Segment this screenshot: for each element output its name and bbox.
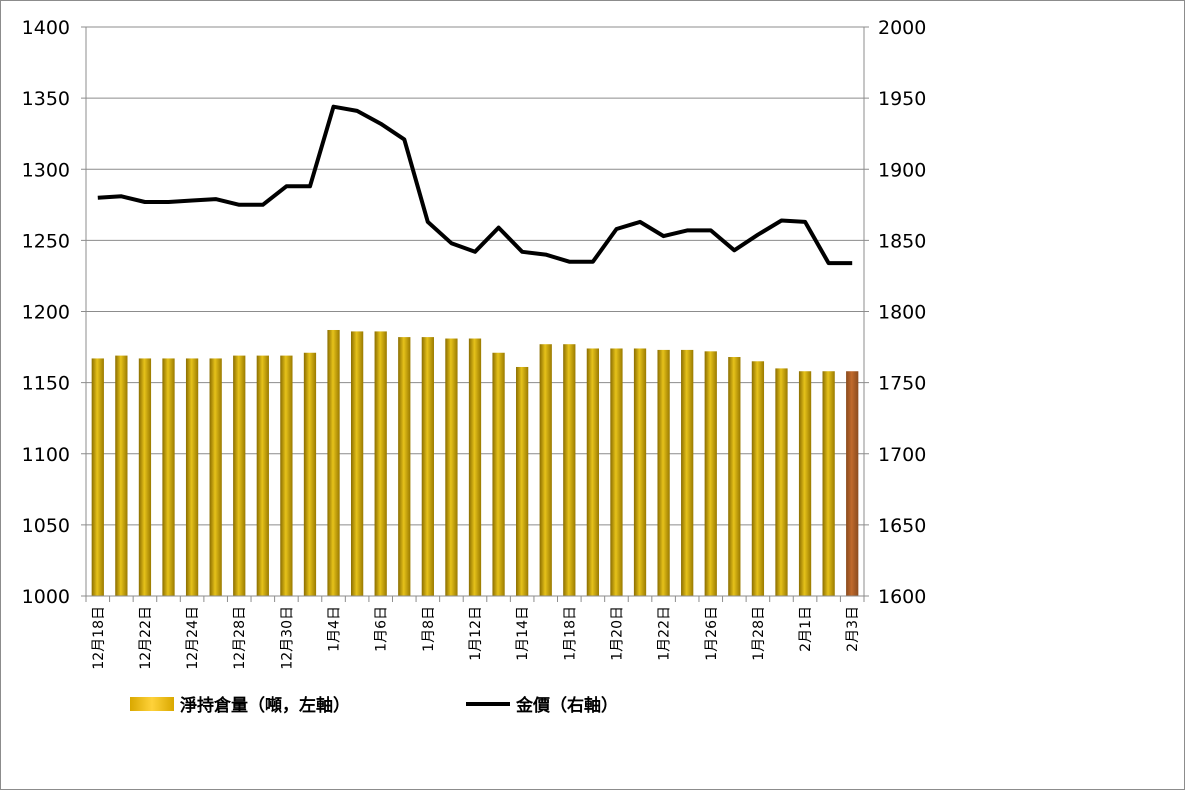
gold-price-line bbox=[97, 104, 853, 266]
bar bbox=[468, 338, 482, 596]
y-left-tick-label: 1400 bbox=[22, 17, 70, 39]
bar bbox=[256, 355, 269, 596]
bar bbox=[681, 349, 694, 596]
legend-bar-label: 淨持倉量（噸，左軸） bbox=[180, 695, 350, 716]
y-right-tick-label: 1700 bbox=[878, 444, 926, 466]
bar bbox=[280, 355, 293, 596]
bar bbox=[775, 368, 788, 596]
bar bbox=[704, 351, 717, 596]
y-right-tick-label: 2000 bbox=[878, 17, 926, 39]
x-tick-label: 12月28日 bbox=[232, 606, 248, 670]
axes bbox=[81, 26, 869, 602]
y-left-tick-label: 1100 bbox=[22, 444, 70, 466]
bar bbox=[610, 348, 623, 596]
y-right-tick-label: 1750 bbox=[878, 373, 926, 395]
bar bbox=[728, 357, 741, 596]
legend-line-label: 金價（右軸） bbox=[515, 695, 618, 716]
bar bbox=[798, 371, 812, 596]
y-right-tick-label: 1850 bbox=[878, 230, 926, 252]
x-ticks: 12月18日 12月22日 12月24日 12月28日 12月30日 1月4日 1月6日 1月… bbox=[91, 606, 861, 670]
x-tick-label: 1月8日 bbox=[421, 606, 437, 652]
bar bbox=[586, 348, 600, 596]
x-tick-label: 1月20日 bbox=[610, 606, 626, 661]
bar bbox=[162, 358, 175, 596]
bar-series bbox=[91, 329, 859, 596]
bar bbox=[445, 338, 458, 596]
bar bbox=[374, 331, 387, 596]
bar bbox=[657, 349, 670, 596]
y-left-tick-label: 1050 bbox=[22, 515, 70, 537]
y-left-tick-label: 1250 bbox=[22, 230, 70, 252]
x-tick-label: 2月3日 bbox=[845, 606, 861, 652]
bar bbox=[822, 371, 835, 596]
y-right-tick-label: 1600 bbox=[878, 586, 926, 608]
x-tick-label: 1月12日 bbox=[468, 606, 484, 661]
bar bbox=[327, 329, 340, 596]
x-tick-label: 12月24日 bbox=[185, 606, 201, 670]
y-left-tick-label: 1300 bbox=[22, 159, 70, 181]
x-tick-label: 2月1日 bbox=[798, 606, 814, 652]
y-left-tick-label: 1350 bbox=[22, 88, 70, 110]
bar bbox=[563, 344, 576, 596]
y-left-tick-label: 1000 bbox=[22, 586, 70, 608]
bar bbox=[185, 358, 199, 596]
bar bbox=[516, 366, 529, 596]
bar bbox=[633, 348, 647, 596]
x-tick-label: 12月18日 bbox=[91, 606, 107, 670]
y-right-tick-label: 1650 bbox=[878, 515, 926, 537]
y-left-ticks: 1000 1050 1100 1150 1200 1250 1300 1350 1400 bbox=[22, 17, 70, 608]
y-right-tick-label: 1950 bbox=[878, 88, 926, 110]
y-left-tick-label: 1200 bbox=[22, 302, 70, 324]
bar bbox=[115, 355, 128, 596]
x-tick-label: 1月22日 bbox=[657, 606, 673, 661]
x-tick-label: 1月6日 bbox=[374, 606, 390, 652]
y-right-tick-label: 1800 bbox=[878, 302, 926, 324]
bar bbox=[138, 358, 152, 596]
x-tick-label: 1月28日 bbox=[751, 606, 767, 661]
y-right-ticks: 1600 1650 1700 1750 1800 1850 1900 1950 2000 bbox=[878, 17, 926, 608]
line-series bbox=[97, 104, 853, 266]
bar bbox=[303, 352, 317, 596]
bar bbox=[492, 352, 505, 596]
legend-bar-swatch bbox=[130, 697, 174, 711]
x-tick-label: 12月22日 bbox=[138, 606, 154, 670]
x-tick-label: 1月4日 bbox=[327, 606, 343, 652]
bar bbox=[846, 371, 859, 596]
bar bbox=[91, 358, 104, 596]
x-tick-label: 1月18日 bbox=[562, 606, 578, 661]
bar bbox=[539, 344, 552, 596]
legend: 淨持倉量（噸，左軸） 金價（右軸） bbox=[130, 695, 618, 716]
x-tick-label: 1月26日 bbox=[704, 606, 720, 661]
y-right-tick-label: 1900 bbox=[878, 159, 926, 181]
x-tick-label: 1月14日 bbox=[515, 606, 531, 661]
bar bbox=[421, 337, 434, 596]
bar bbox=[751, 361, 765, 596]
bar bbox=[233, 355, 246, 596]
bar bbox=[209, 358, 222, 596]
y-left-tick-label: 1150 bbox=[22, 373, 70, 395]
x-tick-label: 12月30日 bbox=[279, 606, 295, 670]
bar bbox=[398, 337, 411, 596]
bar bbox=[350, 331, 364, 596]
